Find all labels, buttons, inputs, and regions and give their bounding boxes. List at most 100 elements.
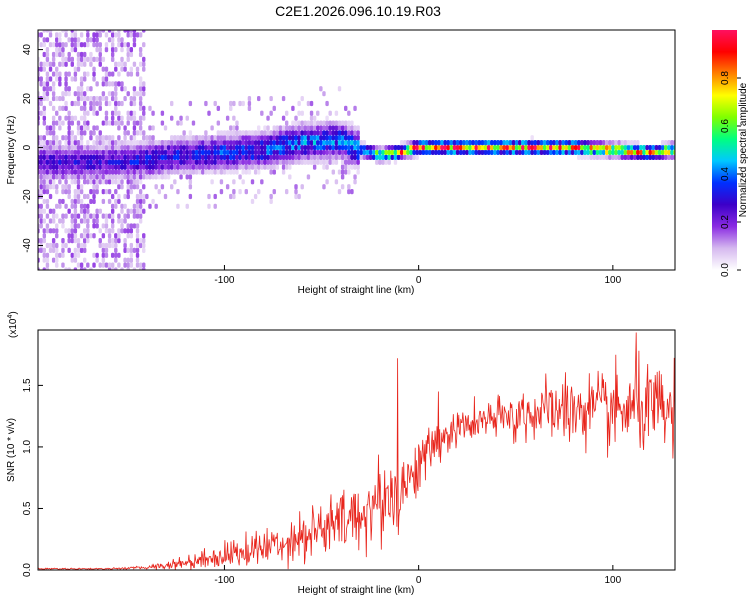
spectrogram-cell [325, 120, 329, 126]
spectrogram-cell [633, 144, 637, 151]
spectrogram-cell [353, 179, 357, 185]
spectrogram-cell [64, 213, 68, 219]
spectrogram-cell [331, 149, 335, 156]
spectrogram-cell [145, 149, 149, 156]
spectrogram-cell [95, 179, 99, 185]
spectrogram-cell [204, 164, 208, 170]
spectrogram-cell [322, 184, 326, 190]
spectrogram-cell [101, 81, 106, 87]
spectrogram-cell [48, 86, 53, 92]
spectrogram-cell [110, 213, 115, 219]
spectrogram-cell [142, 140, 146, 146]
spectrogram-cell [73, 228, 78, 234]
spectrogram-cell [58, 218, 62, 224]
spectrogram-cell [558, 144, 562, 151]
spectrogram-cell [42, 81, 47, 87]
spectrogram-cell [42, 42, 47, 48]
spectrogram-cell [126, 184, 130, 190]
spectrogram-cell [98, 154, 102, 160]
spectrogram-cell [98, 228, 102, 234]
spectrogram-cell [580, 154, 584, 160]
spectrogram-cell [51, 95, 56, 102]
spectrogram-cell [39, 154, 43, 160]
spectrogram-cell [42, 228, 47, 234]
spectrogram-cell [294, 120, 298, 126]
spectrogram-cell [76, 164, 81, 170]
spectrogram-cell [123, 149, 127, 156]
spectrogram-cell [107, 198, 112, 205]
spectrogram-cell [583, 140, 587, 146]
spectrogram-cell [58, 169, 62, 175]
spectrogram-x-ticks: -100 0 100 [214, 265, 622, 286]
spectrogram-cell [201, 135, 205, 141]
spectrogram-cell [483, 144, 488, 151]
spectrogram-cell [89, 149, 93, 156]
spectrogram-cell [120, 149, 124, 156]
spectrogram-cell [670, 154, 674, 160]
spectrogram-cell [623, 140, 628, 146]
spectrogram-cell [260, 144, 264, 151]
spectrogram-cell [182, 144, 186, 151]
spectrogram-cell [241, 154, 245, 160]
spectrogram-cell [204, 130, 208, 136]
spectrogram-cell [639, 144, 643, 151]
spectrogram-cell [334, 179, 339, 185]
spectrogram-cell [166, 149, 171, 156]
spectrogram-cell [325, 140, 329, 146]
spectrogram-cell [64, 179, 68, 185]
spectrogram-cell [64, 71, 68, 77]
spectrogram-cell [303, 125, 308, 131]
spectrogram-cell [449, 149, 454, 156]
spectrogram-cell [636, 149, 640, 156]
spectrogram-cell [611, 140, 615, 146]
spectrogram-cell [319, 130, 323, 136]
spectrogram-cell [120, 218, 124, 224]
spectrogram-cell [319, 159, 323, 165]
spectrogram-cell [76, 86, 81, 92]
spectrogram-cell [651, 149, 656, 156]
spectrogram-cell [48, 140, 53, 146]
spectrogram-cell [384, 154, 388, 160]
spectrogram-cell [241, 135, 245, 141]
spectrogram-cell [76, 198, 81, 205]
spectrogram-cell [129, 179, 134, 185]
spectrogram-cell [123, 125, 127, 131]
spectrogram-cell [191, 135, 196, 141]
spectrogram-cell [120, 179, 124, 185]
spectrogram-cell [573, 144, 578, 151]
spectrogram-cell [365, 149, 370, 156]
spectrogram-cell [86, 203, 90, 209]
spectrogram-cell [55, 149, 59, 156]
spectrogram-cell [110, 174, 115, 180]
spectrogram-cell [154, 154, 158, 160]
spectrogram-cell [55, 213, 59, 219]
spectrogram-cell [272, 135, 276, 141]
spectrogram-cell [58, 252, 62, 258]
spectrogram-cell [250, 198, 255, 205]
spectrogram-cell [257, 140, 261, 146]
spectrogram-cell [257, 95, 261, 102]
spectrogram-cell [142, 267, 146, 270]
spectrogram-cell [511, 149, 516, 156]
spectrogram-cell [92, 174, 96, 180]
colorbar-tick-label: 0.4 [720, 167, 731, 181]
spectrogram-cell [89, 164, 93, 170]
spectrogram-cell [135, 262, 140, 268]
spectrogram-cell [232, 100, 236, 107]
spectrogram-cell [98, 46, 102, 53]
spectrogram-cell [42, 86, 47, 92]
spectrogram-cell [148, 159, 152, 165]
spectrogram-cell [39, 61, 43, 67]
spectrogram-cell [104, 189, 109, 195]
spectrogram-cell [197, 159, 202, 165]
spectrogram-cell [101, 76, 106, 82]
spectrogram-cell [39, 169, 43, 175]
spectrogram-cell [138, 213, 143, 219]
spectrogram-cell [626, 149, 631, 156]
spectrogram-cell [42, 120, 47, 126]
spectrogram-cell [55, 233, 59, 239]
spectrogram-cell [129, 140, 134, 146]
spectrogram-cell [107, 149, 112, 156]
spectrogram-cell [79, 267, 84, 270]
spectrogram-cell [266, 144, 270, 151]
